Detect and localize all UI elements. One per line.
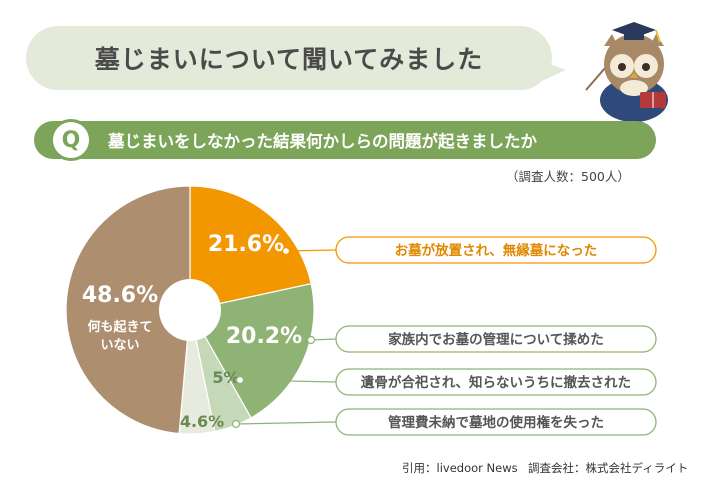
leader-line-remains-removed <box>239 379 337 383</box>
leader-line-abandoned-grave <box>285 249 337 252</box>
donut-hole <box>159 279 221 341</box>
survey-company: 調査会社：株式会社ディライト <box>528 461 689 475</box>
survey-count-note: （調査人数：500人） <box>506 169 630 184</box>
pie-slice-nothing-happened <box>65 185 191 435</box>
callout-box-lost-rights <box>335 408 657 436</box>
pie-slice-abandoned-grave <box>189 185 312 311</box>
pie-slice-family-dispute <box>189 282 315 419</box>
leader-dot-remains-removed <box>235 375 245 385</box>
leader-dot-family-dispute <box>306 335 316 345</box>
source-citation: 引用：livedoor News <box>402 461 518 475</box>
slice-value-lost-rights: 4.6% <box>180 412 224 431</box>
callout-box-abandoned-grave <box>335 236 657 264</box>
question-text: 墓じまいをしなかった結果何かしらの問題が起きましたか <box>108 132 537 151</box>
owl-professor-icon <box>585 22 668 122</box>
leader-line-family-dispute <box>310 338 337 341</box>
callout-label-remains-removed: 遺骨が合祀され、知らないうちに撤去された <box>360 374 631 391</box>
callout-label-lost-rights: 管理費未納で墓地の使用権を失った <box>388 414 604 431</box>
slice-category-nothing-happened-line-2: いない <box>100 338 139 353</box>
callout-label-abandoned-grave: お墓が放置され、無縁墓になった <box>395 242 598 259</box>
title-bubble: 墓じまいについて聞いてみました <box>26 26 566 90</box>
leader-dot-lost-rights <box>231 419 241 429</box>
leader-dot-abandoned-grave <box>281 246 291 256</box>
question-bar <box>34 121 656 159</box>
speech-bubble-tail <box>544 62 566 80</box>
slice-category-nothing-happened-line-1: 何も起きて <box>87 319 152 335</box>
slice-value-nothing-happened: 48.6% <box>82 283 158 308</box>
slice-value-family-dispute: 20.2% <box>226 324 302 349</box>
slice-value-abandoned-grave: 21.6% <box>208 232 284 257</box>
callout-box-family-dispute <box>335 325 657 353</box>
page-title: 墓じまいについて聞いてみました <box>94 45 484 74</box>
slice-value-remains-removed: 5% <box>212 368 239 387</box>
callout-box-remains-removed <box>335 368 657 396</box>
leader-line-lost-rights <box>235 421 337 425</box>
question-badge: Q <box>50 119 92 161</box>
callout-label-family-dispute: 家族内でお墓の管理について揉めた <box>388 331 604 348</box>
